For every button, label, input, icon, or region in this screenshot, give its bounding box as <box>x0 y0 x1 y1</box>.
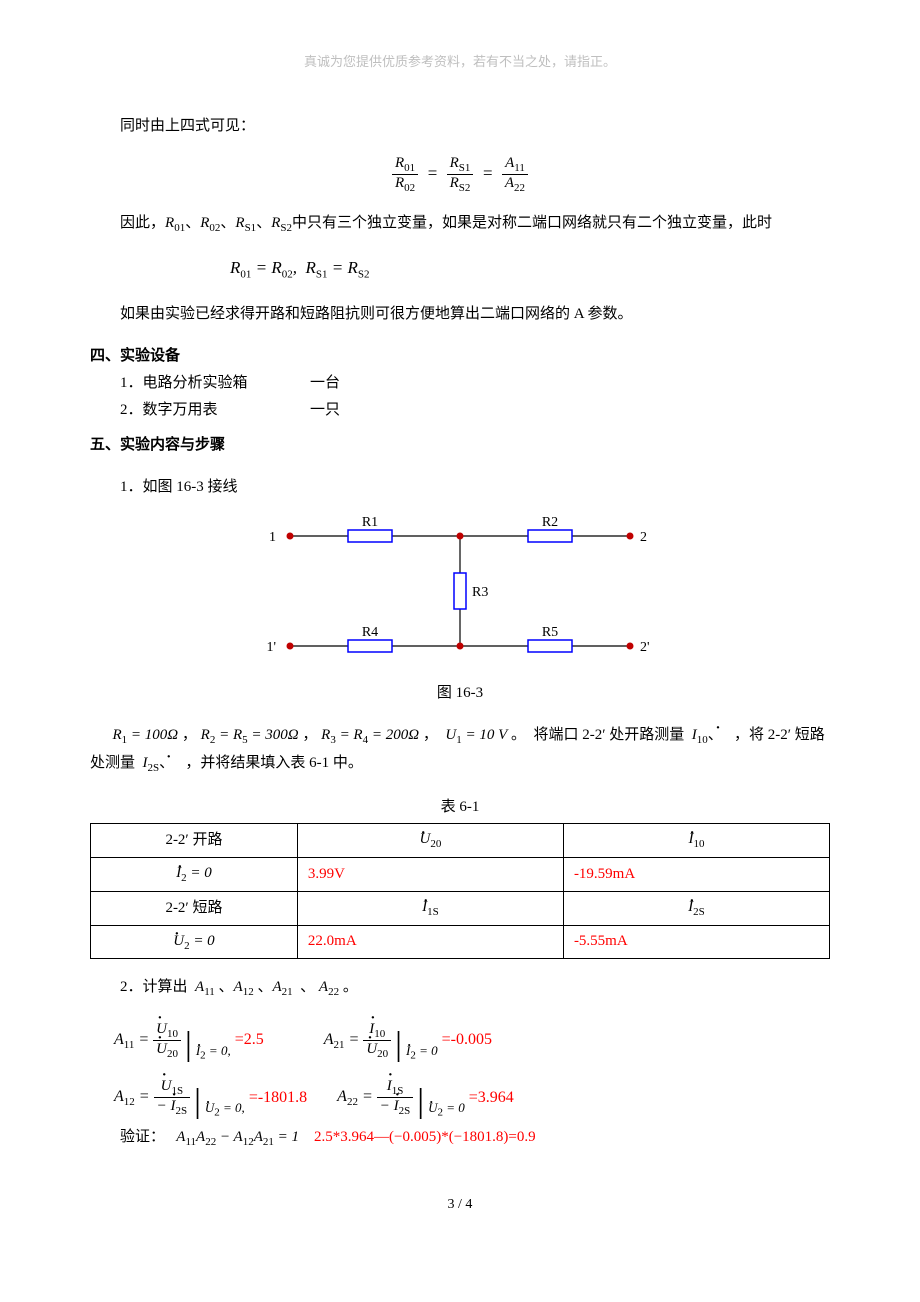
svg-text:2': 2' <box>640 640 650 655</box>
cell: I10 <box>563 824 829 858</box>
a21-value: =-0.005 <box>442 1026 492 1055</box>
cell: I1S <box>297 891 563 925</box>
cell: U20 <box>297 824 563 858</box>
svg-text:1': 1' <box>266 640 276 655</box>
section-4-title: 四、实验设备 <box>90 343 830 370</box>
calc-a12: A12 = U1S− I2S | U2 = 0, =-1801.8 <box>114 1078 307 1117</box>
cell: -19.59mA <box>563 857 829 891</box>
a11-value: =2.5 <box>235 1026 264 1055</box>
svg-text:R1: R1 <box>362 516 378 530</box>
equip-1-name: 1．电路分析实验箱 <box>90 370 310 397</box>
svg-text:1: 1 <box>269 530 276 545</box>
intro-line: 同时由上四式可见： <box>90 113 830 140</box>
cell: U2 = 0 <box>91 925 298 959</box>
svg-text:R4: R4 <box>362 625 378 640</box>
cell: 2-2′ 短路 <box>91 891 298 925</box>
cell: 22.0mA <box>297 925 563 959</box>
equip-row-2: 2．数字万用表 一只 <box>90 397 830 424</box>
section-5-title: 五、实验内容与步骤 <box>90 432 830 459</box>
page-footer: 3 / 4 <box>90 1192 830 1217</box>
a12-value: =-1801.8 <box>249 1084 307 1113</box>
step-2: 2．计算出 A11 、A12 、A21 、 A22 。 <box>90 974 830 1003</box>
p2-suffix: 中只有三个独立变量，如果是对称二端口网络就只有二个独立变量，此时 <box>292 215 772 231</box>
verify-line: 验证： A11A22 − A12A21 = 1 2.5*3.964—(−0.00… <box>90 1124 830 1153</box>
params-line: R1 = 100Ω ， R2 = R5 = 300Ω ， R3 = R4 = 2… <box>90 722 830 780</box>
calc-a22: A22 = I1S− I2S | U2 = 0 =3.964 <box>337 1078 514 1117</box>
para-a-params: 如果由实验已经求得开路和短路阻抗则可很方便地算出二端口网络的 A 参数。 <box>90 301 830 328</box>
svg-text:R5: R5 <box>542 625 558 640</box>
equip-row-1: 1．电路分析实验箱 一台 <box>90 370 830 397</box>
figure-caption: 图 16-3 <box>90 680 830 707</box>
equip-1-qty: 一台 <box>310 370 340 397</box>
verify-label: 验证： <box>120 1129 165 1145</box>
table-caption: 表 6-1 <box>90 794 830 821</box>
cell: I2S <box>563 891 829 925</box>
cell: I2 = 0 <box>91 857 298 891</box>
table-row: I2 = 0 3.99V -19.59mA <box>91 857 830 891</box>
circuit-diagram: R1 R2 R4 R5 R3 1 2 1' 2' <box>90 516 830 676</box>
table-row: 2-2′ 短路 I1S I2S <box>91 891 830 925</box>
step-1: 1．如图 16-3 接线 <box>90 474 830 501</box>
equip-2-name: 2．数字万用表 <box>90 397 310 424</box>
calc-row-2: A12 = U1S− I2S | U2 = 0, =-1801.8 A22 = … <box>114 1078 830 1117</box>
p2-prefix: 因此， <box>120 215 165 231</box>
header-note: 真诚为您提供优质参考资料，若有不当之处，请指正。 <box>90 50 830 73</box>
cell: 3.99V <box>297 857 563 891</box>
a22-value: =3.964 <box>469 1084 514 1113</box>
cell: -5.55mA <box>563 925 829 959</box>
para-vars: 因此，R01、R02、RS1、RS2中只有三个独立变量，如果是对称二端口网络就只… <box>90 210 830 239</box>
formula-ratio: R01R02 = RS1RS2 = A11A22 <box>90 155 830 194</box>
calc-row-1: A11 = U10U20 | I2 = 0, =2.5 A21 = I10U20… <box>114 1021 830 1060</box>
verify-value: 2.5*3.964—(−0.005)*(−1801.8)=0.9 <box>314 1129 536 1145</box>
equip-2-qty: 一只 <box>310 397 340 424</box>
svg-text:2: 2 <box>640 530 647 545</box>
cell: 2-2′ 开路 <box>91 824 298 858</box>
svg-text:R3: R3 <box>472 585 488 600</box>
data-table: 2-2′ 开路 U20 I10 I2 = 0 3.99V -19.59mA 2-… <box>90 823 830 959</box>
table-row: 2-2′ 开路 U20 I10 <box>91 824 830 858</box>
table-row: U2 = 0 22.0mA -5.55mA <box>91 925 830 959</box>
calc-a21: A21 = I10U20 | I2 = 0 =-0.005 <box>324 1021 492 1060</box>
formula-sym: R01 = R02, RS1 = RS2 <box>90 253 830 285</box>
calc-a11: A11 = U10U20 | I2 = 0, =2.5 <box>114 1021 264 1060</box>
svg-text:R2: R2 <box>542 516 558 530</box>
